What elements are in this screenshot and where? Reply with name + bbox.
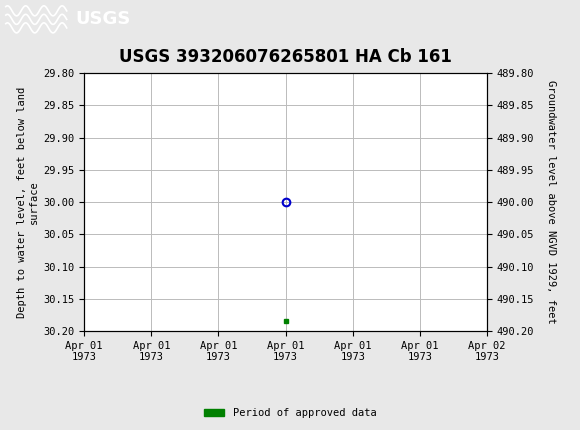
Y-axis label: Depth to water level, feet below land
surface: Depth to water level, feet below land su… <box>17 86 39 318</box>
Y-axis label: Groundwater level above NGVD 1929, feet: Groundwater level above NGVD 1929, feet <box>546 80 556 324</box>
Title: USGS 393206076265801 HA Cb 161: USGS 393206076265801 HA Cb 161 <box>119 48 452 66</box>
Text: USGS: USGS <box>75 10 130 28</box>
Legend: Period of approved data: Period of approved data <box>200 404 380 423</box>
